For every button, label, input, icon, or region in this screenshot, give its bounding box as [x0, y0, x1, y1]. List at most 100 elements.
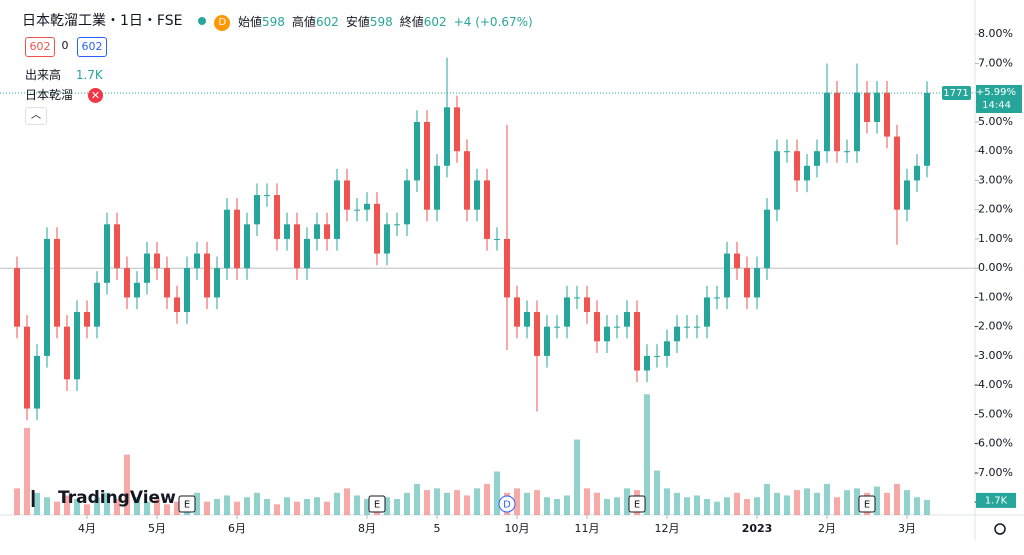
volume-bar [624, 488, 630, 515]
candle-body [624, 312, 630, 327]
y-tick-label: 1.00% [978, 232, 1013, 245]
candle-body [244, 224, 250, 269]
candle-body [174, 297, 180, 313]
logo: ❙ [26, 488, 40, 508]
remove-button[interactable]: ✕ [88, 88, 104, 103]
candle-body [454, 107, 460, 152]
volume-bar [494, 471, 500, 515]
volume-bar [484, 483, 490, 515]
volume-bar [114, 499, 120, 515]
candle-body [804, 165, 810, 181]
event-label: E [184, 500, 190, 511]
x-tick-label: 2023 [742, 522, 773, 535]
candle-body [254, 195, 260, 225]
candle-body [334, 180, 340, 239]
candle-body [574, 297, 580, 299]
indicator: 日本乾溜 ✕ [25, 86, 106, 103]
gear[interactable] [994, 523, 1006, 535]
candle-body [354, 209, 360, 211]
volume-bar [674, 492, 680, 515]
volume-bar [84, 504, 90, 515]
volume-bar [704, 499, 710, 515]
candle-body [264, 195, 270, 197]
y-tick-label: 2.00% [978, 203, 1013, 216]
buy-button[interactable]: 602 [77, 37, 107, 57]
candle-body [204, 253, 210, 298]
volume-bar [904, 490, 910, 515]
volume-bar [814, 492, 820, 515]
volume-bar [164, 504, 170, 515]
volume-bar [524, 492, 530, 515]
volume-bar [834, 497, 840, 515]
volume-bar [284, 497, 290, 515]
candle-body [154, 253, 160, 269]
settings-icon[interactable] [994, 523, 1006, 535]
volume-bar [264, 499, 270, 515]
sell-button[interactable]: 602 [25, 37, 55, 57]
volume-bar [684, 497, 690, 515]
candle-body [584, 297, 590, 313]
volume-bar [94, 497, 100, 515]
volume-bar [254, 492, 260, 515]
candle-body [84, 312, 90, 327]
candle-body [164, 268, 170, 298]
candle-body [704, 297, 710, 327]
ohlc-value: 598 [369, 15, 393, 29]
volume-bar [414, 483, 420, 515]
candle-body [524, 312, 530, 327]
price-box [942, 85, 971, 100]
candle-body [64, 326, 70, 380]
y-tick-label: -1.00% [974, 290, 1013, 303]
candle-body [614, 326, 620, 328]
y-tick-label: 8.00% [978, 27, 1013, 40]
candle-body [714, 297, 720, 299]
symbol: 日本乾溜工業・1日・FSE [22, 13, 183, 29]
change-label: +5.99% [976, 87, 1016, 98]
candle-body [914, 165, 920, 181]
volume-bar [514, 488, 520, 515]
collapse-button[interactable]: ︿ [25, 107, 47, 125]
change-box [976, 84, 1022, 113]
volume-bar [304, 499, 310, 515]
y-tick-label: -2.00% [974, 320, 1013, 333]
volume-bar [384, 497, 390, 515]
candle-body [374, 203, 380, 254]
candle-body [394, 224, 400, 226]
volume-bar [44, 497, 50, 515]
candle-body [554, 326, 560, 328]
volume-bar [364, 499, 370, 515]
candle-body [14, 268, 20, 327]
x-tick-label: 5月 [148, 522, 166, 535]
candle-body [134, 282, 140, 298]
candle-body [364, 203, 370, 210]
y-tick-label: 3.00% [978, 173, 1013, 186]
ohlc-change: +4 (+0.67%) [453, 15, 533, 29]
candle-body [514, 297, 520, 327]
time-label: 14:44 [982, 100, 1011, 111]
y-tick-label: 7.00% [978, 56, 1013, 69]
status-dot [197, 17, 206, 25]
event-marker [498, 495, 516, 513]
candle-body [894, 136, 900, 210]
volume-bar [544, 497, 550, 515]
volume-bar [794, 490, 800, 515]
candle-body [594, 312, 600, 342]
candle-body [604, 326, 610, 342]
event-label: E [864, 500, 870, 511]
candle-body [464, 151, 470, 210]
candle-body [664, 341, 670, 356]
candle-body [814, 151, 820, 166]
event-marker [858, 495, 876, 513]
volume-bar [764, 483, 770, 515]
volume-bar [714, 501, 720, 515]
event-label: E [374, 500, 380, 511]
candle-body [684, 326, 690, 328]
candle-body [314, 224, 320, 239]
x-tick-label: 6月 [228, 522, 246, 535]
candle-body [774, 151, 780, 210]
volume-bar [574, 439, 580, 515]
volume-bar [734, 492, 740, 515]
volume-bar [744, 499, 750, 515]
candle-body [874, 92, 880, 122]
candle-body [384, 224, 390, 254]
